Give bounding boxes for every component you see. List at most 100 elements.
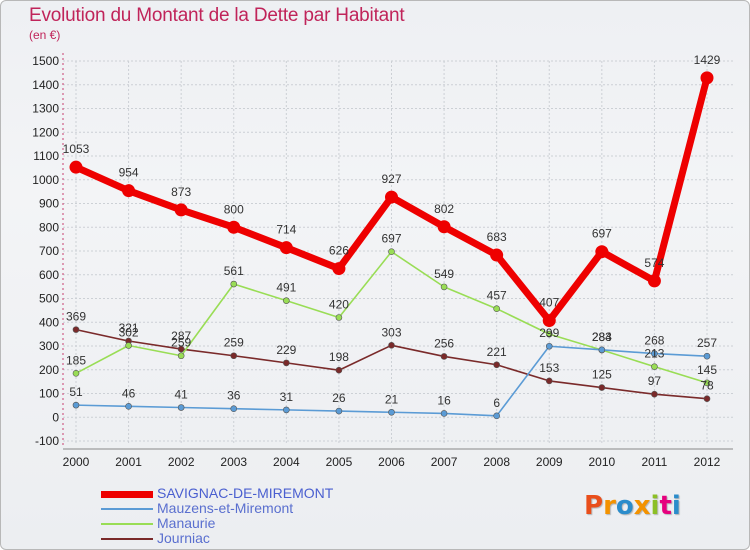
chart-title: Evolution du Montant de la Dette par Hab… bbox=[29, 5, 405, 26]
data-point bbox=[177, 352, 185, 360]
data-label: 221 bbox=[487, 345, 507, 359]
data-label: 287 bbox=[171, 329, 191, 343]
x-tick-label: 2008 bbox=[483, 455, 510, 469]
data-point bbox=[177, 404, 185, 411]
data-point bbox=[388, 341, 395, 349]
x-tick-label: 2005 bbox=[326, 455, 353, 469]
y-tick-label: 900 bbox=[39, 197, 59, 211]
data-point bbox=[545, 377, 553, 385]
data-label: 802 bbox=[434, 202, 454, 216]
data-point bbox=[437, 220, 451, 234]
data-point bbox=[703, 395, 711, 403]
data-point bbox=[598, 346, 606, 354]
data-point bbox=[598, 384, 606, 391]
data-label: 46 bbox=[122, 386, 136, 400]
data-label: 259 bbox=[224, 336, 244, 350]
logo-letter: i bbox=[671, 491, 681, 521]
data-label: 299 bbox=[539, 326, 559, 340]
data-point bbox=[283, 297, 290, 304]
data-point bbox=[174, 203, 188, 217]
data-point bbox=[69, 160, 83, 174]
data-label: 1429 bbox=[694, 53, 721, 67]
grid-layer bbox=[63, 60, 733, 445]
series-layer bbox=[69, 71, 714, 420]
data-label: 369 bbox=[66, 310, 86, 324]
data-label: 561 bbox=[224, 264, 244, 278]
data-label: 574 bbox=[644, 256, 664, 270]
legend-swatch bbox=[101, 490, 153, 498]
data-point bbox=[230, 280, 238, 288]
data-label: 927 bbox=[381, 172, 401, 186]
data-point bbox=[388, 408, 395, 416]
data-label: 457 bbox=[487, 289, 507, 303]
x-tick-label: 2009 bbox=[536, 455, 563, 469]
data-point bbox=[283, 406, 290, 414]
data-label: 97 bbox=[648, 374, 662, 388]
y-tick-label: 100 bbox=[39, 387, 59, 401]
x-tick-label: 2006 bbox=[378, 455, 405, 469]
logo-letter: P bbox=[584, 491, 604, 521]
logo-letter: o bbox=[615, 491, 634, 521]
data-label: 257 bbox=[697, 336, 717, 350]
y-tick-label: 1500 bbox=[32, 54, 59, 68]
data-point bbox=[440, 353, 448, 360]
data-label: 683 bbox=[487, 230, 507, 244]
data-label: 873 bbox=[171, 185, 191, 199]
data-point bbox=[283, 359, 290, 367]
y-tick-label: -100 bbox=[35, 434, 59, 448]
data-label: 41 bbox=[174, 388, 188, 402]
data-label: 714 bbox=[276, 223, 296, 237]
data-point bbox=[385, 190, 398, 204]
data-label: 125 bbox=[592, 368, 612, 382]
x-tick-label: 2000 bbox=[63, 455, 90, 469]
data-label: 16 bbox=[437, 393, 451, 407]
data-label-layer: 1053954873800714626927802683407697574142… bbox=[63, 53, 721, 410]
legend-label: Mauzens-et-Miremont bbox=[157, 500, 294, 516]
data-point bbox=[227, 220, 241, 234]
data-point bbox=[440, 283, 448, 291]
data-label: 256 bbox=[434, 336, 454, 350]
y-tick-label: 0 bbox=[52, 410, 59, 424]
legend-label: Manaurie bbox=[157, 515, 216, 531]
data-label: 229 bbox=[276, 343, 296, 357]
data-point bbox=[72, 326, 80, 333]
data-point bbox=[125, 342, 132, 349]
data-label: 213 bbox=[644, 347, 664, 361]
data-point bbox=[493, 305, 500, 313]
data-point bbox=[72, 370, 80, 377]
y-tick-label: 1200 bbox=[32, 125, 59, 139]
data-label: 153 bbox=[539, 361, 559, 375]
data-point bbox=[647, 274, 661, 288]
data-point bbox=[651, 350, 658, 357]
data-point bbox=[545, 342, 553, 350]
y-tick-label: 1400 bbox=[32, 78, 59, 92]
data-label: 26 bbox=[332, 391, 346, 405]
data-label: 321 bbox=[119, 321, 139, 335]
y-tick-label: 800 bbox=[39, 220, 59, 234]
data-point bbox=[279, 241, 293, 255]
logo-letter: x bbox=[633, 491, 651, 521]
data-label: 697 bbox=[592, 227, 612, 241]
x-tick-label: 2011 bbox=[642, 455, 668, 469]
proxiti-logo: Proxiti bbox=[584, 491, 681, 521]
data-label: 6 bbox=[493, 396, 500, 410]
y-tick-label: 1300 bbox=[32, 102, 59, 116]
data-label: 145 bbox=[697, 363, 717, 377]
data-label: 283 bbox=[592, 330, 612, 344]
data-label: 420 bbox=[329, 298, 349, 312]
x-tick-label: 2002 bbox=[168, 455, 195, 469]
axis-layer: -100 0 100 200 300 400 500 600 700 800 900 1000 1100… bbox=[32, 53, 733, 469]
data-label: 549 bbox=[434, 267, 454, 281]
data-point bbox=[230, 352, 238, 360]
legend-label: SAVIGNAC-DE-MIREMONT bbox=[157, 485, 334, 501]
logo-letter: t bbox=[659, 491, 672, 521]
y-tick-label: 1000 bbox=[32, 173, 59, 187]
data-label: 78 bbox=[700, 379, 714, 393]
data-label: 51 bbox=[69, 385, 83, 399]
data-point bbox=[490, 248, 504, 262]
data-point bbox=[335, 407, 343, 415]
x-tick-label: 2010 bbox=[588, 455, 615, 469]
data-label: 259 bbox=[171, 336, 191, 350]
legend-label: Journiac bbox=[157, 530, 210, 546]
